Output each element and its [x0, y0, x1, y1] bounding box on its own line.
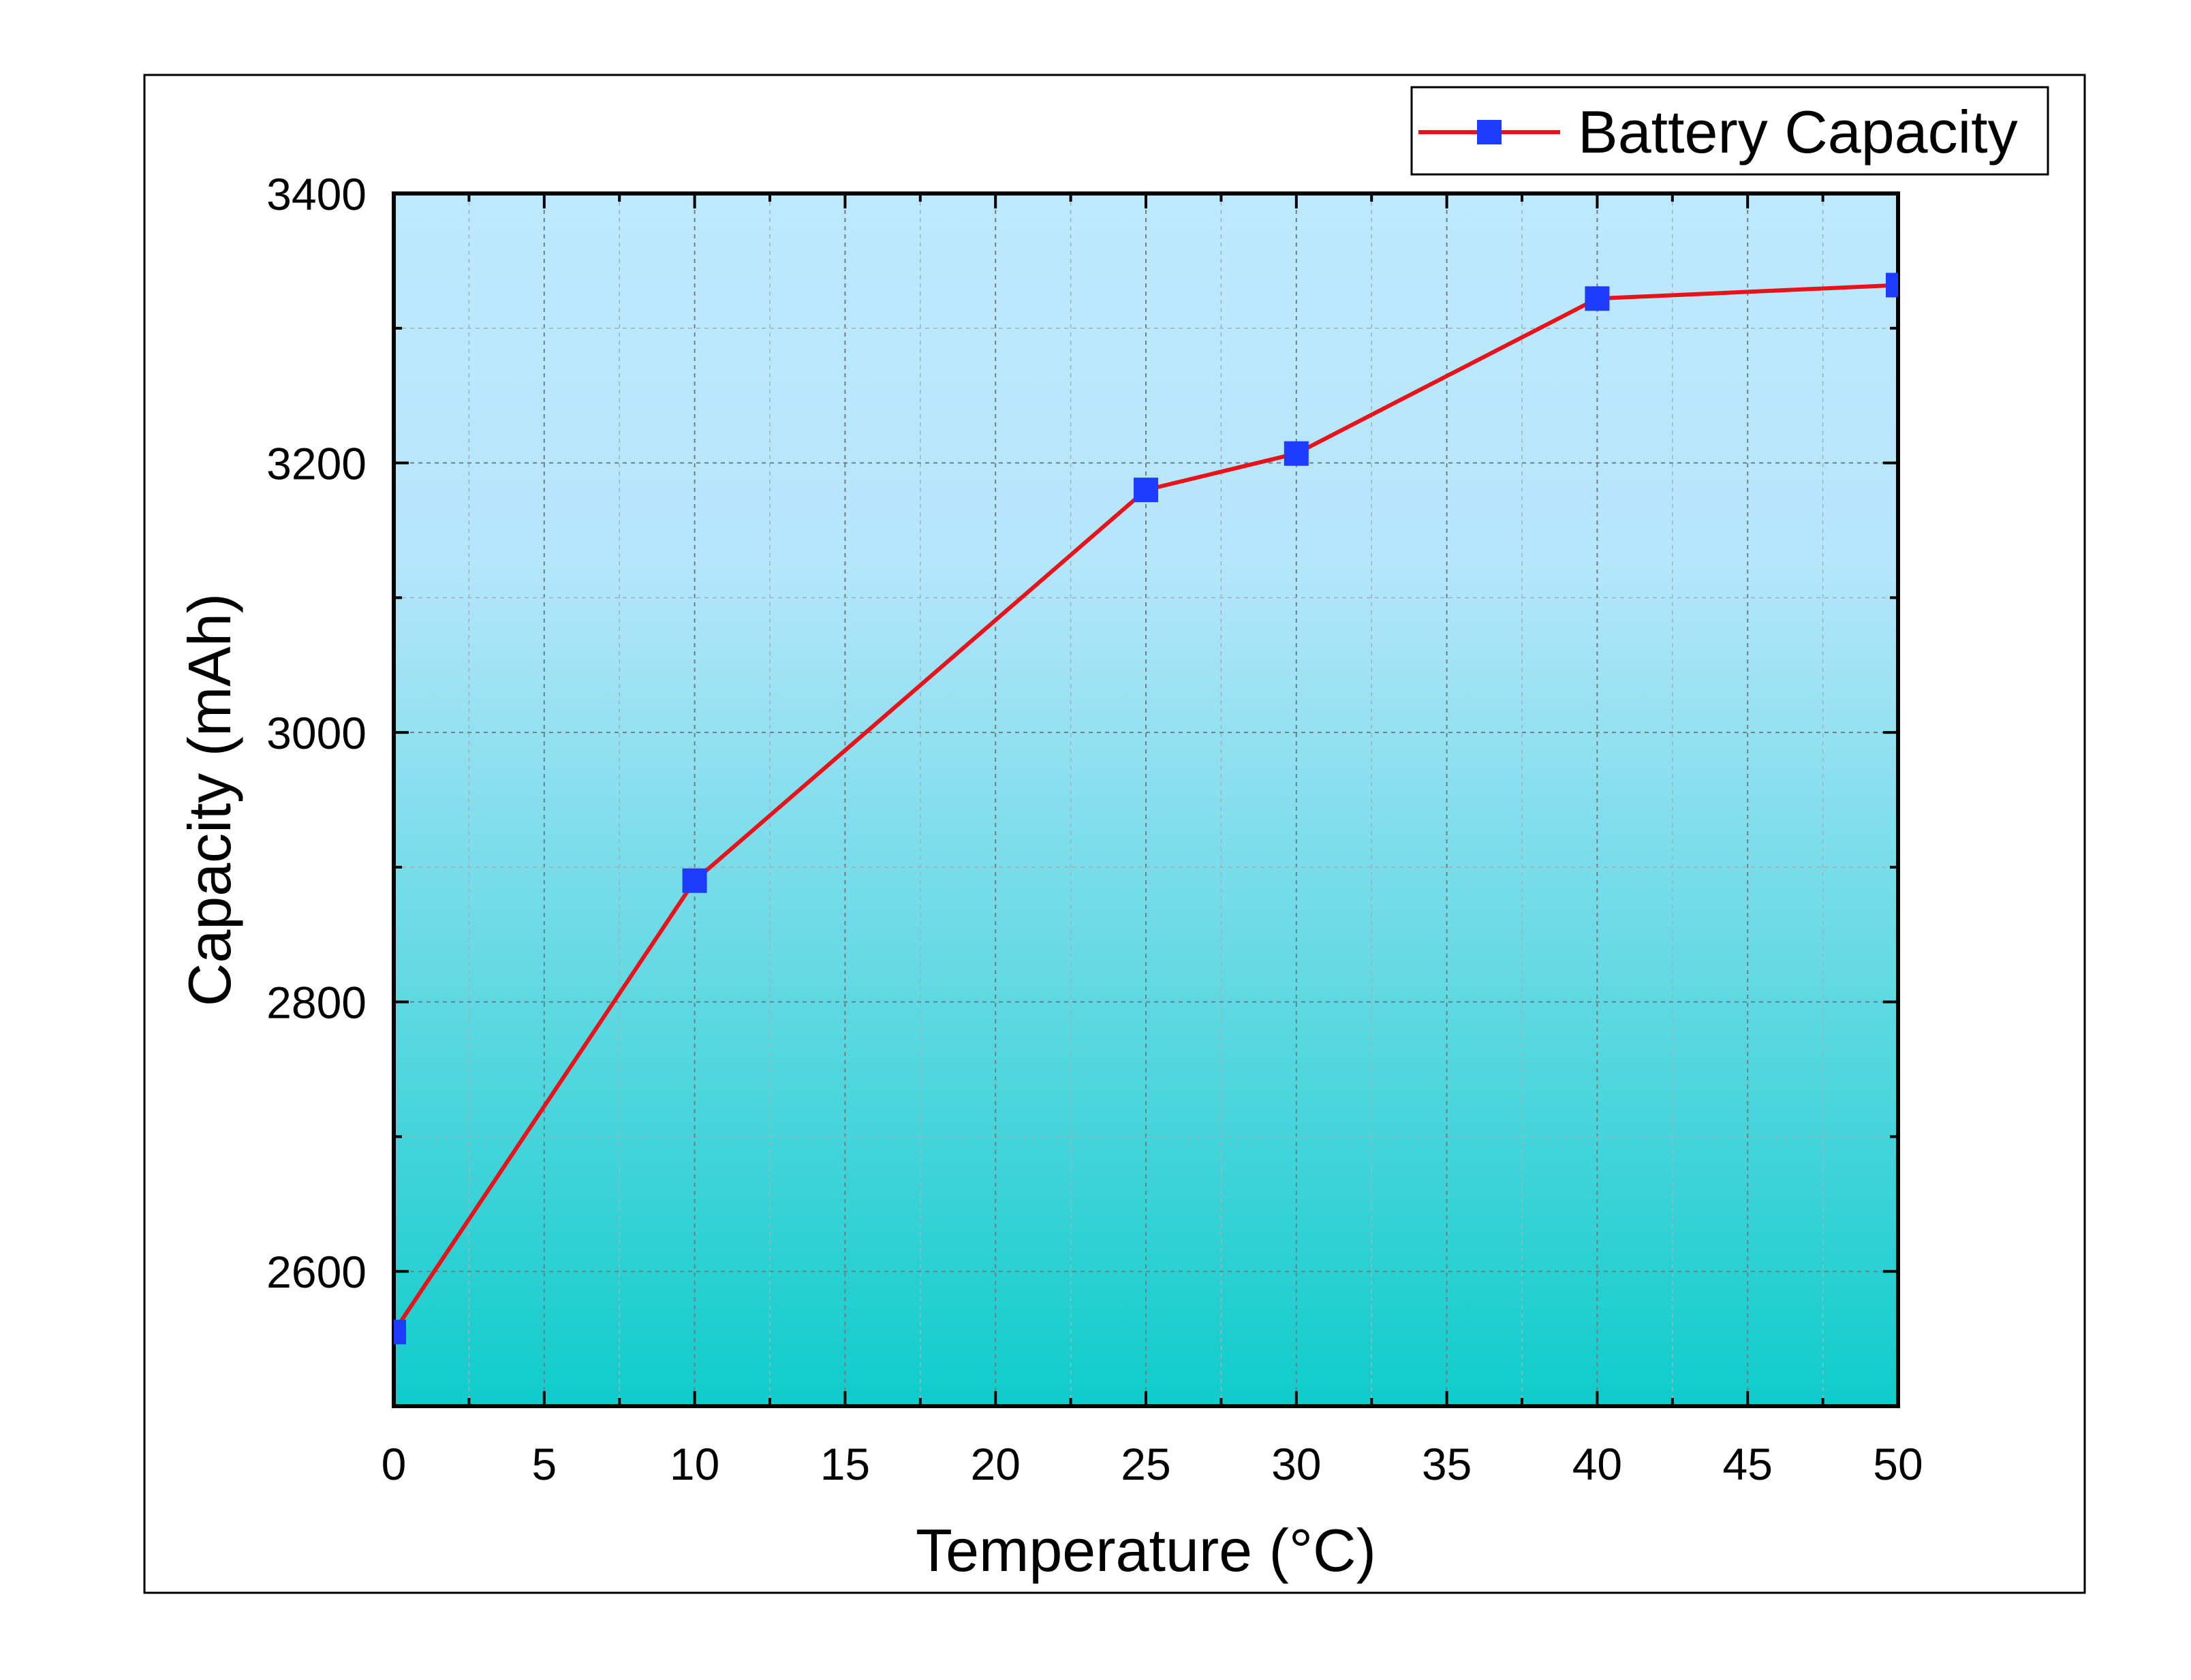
data-point-marker: [682, 868, 707, 893]
legend: Battery Capacity: [1410, 86, 2049, 176]
x-tick-labels: 0 5 10 15 20 25 30 35 40 45 50: [382, 1439, 1923, 1489]
x-axis-title: Temperature (°C): [916, 1516, 1376, 1584]
series-line: [394, 283, 1898, 1333]
plot-border: [392, 191, 1900, 1408]
grid-lines: [394, 193, 1898, 1406]
x-tick-label: 0: [382, 1439, 407, 1489]
y-tick-label: 3200: [266, 439, 367, 489]
y-tick-label: 2600: [266, 1247, 367, 1297]
x-tick-label: 25: [1121, 1439, 1170, 1489]
x-tick-label: 50: [1873, 1439, 1923, 1489]
legend-marker-sample: [1477, 120, 1502, 144]
figure-frame: [143, 74, 2086, 1594]
data-point-marker: [394, 1320, 406, 1345]
y-tick-label: 3000: [266, 708, 367, 758]
x-tick-label: 45: [1722, 1439, 1772, 1489]
data-point-marker: [1585, 286, 1610, 311]
x-tick-label: 5: [531, 1439, 557, 1489]
x-tick-label: 30: [1271, 1439, 1321, 1489]
x-tick-label: 15: [820, 1439, 870, 1489]
x-tick-label: 35: [1422, 1439, 1472, 1489]
legend-label: Battery Capacity: [1578, 98, 2018, 166]
data-point-marker: [1134, 478, 1158, 503]
y-tick-label: 2800: [266, 978, 367, 1028]
y-tick-labels: 2600 2800 3000 3200 3400: [266, 169, 367, 1297]
data-point-marker: [1886, 273, 1898, 298]
x-tick-label: 40: [1572, 1439, 1622, 1489]
x-tick-label: 10: [670, 1439, 719, 1489]
x-tick-label: 20: [970, 1439, 1020, 1489]
y-tick-label: 3400: [266, 169, 367, 219]
data-point-marker: [1284, 441, 1309, 466]
series-layer: [394, 273, 1898, 1345]
y-axis-title: Capacity (mAh): [176, 593, 243, 1006]
